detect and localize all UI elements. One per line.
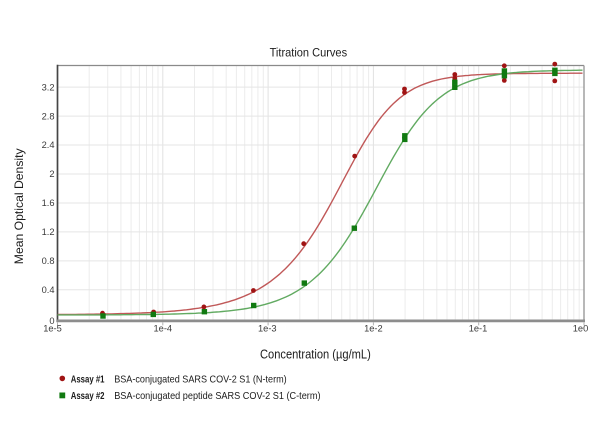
svg-text:2.4: 2.4 <box>42 140 55 150</box>
svg-text:0: 0 <box>49 316 54 326</box>
svg-text:2: 2 <box>49 169 54 179</box>
svg-text:Assay #1: Assay #1 <box>71 373 105 385</box>
svg-text:1e0: 1e0 <box>573 323 589 333</box>
svg-text:BSA-conjugated SARS COV-2 S1 (: BSA-conjugated SARS COV-2 S1 (N-term) <box>114 373 287 385</box>
svg-text:Mean Optical Density: Mean Optical Density <box>12 148 26 264</box>
svg-text:1e-3: 1e-3 <box>258 323 277 333</box>
svg-text:2.8: 2.8 <box>42 111 55 121</box>
svg-text:1.6: 1.6 <box>42 198 55 208</box>
svg-text:0.4: 0.4 <box>42 285 55 295</box>
svg-text:Assay #2: Assay #2 <box>71 390 105 402</box>
svg-text:3.2: 3.2 <box>42 82 55 92</box>
svg-text:1e-2: 1e-2 <box>364 323 383 333</box>
svg-text:1e-5: 1e-5 <box>43 323 62 333</box>
svg-text:0.8: 0.8 <box>42 256 55 266</box>
svg-text:Titration Curves: Titration Curves <box>270 46 348 60</box>
svg-text:Concentration (µg/mL): Concentration (µg/mL) <box>260 347 371 362</box>
svg-text:1e-1: 1e-1 <box>469 323 488 333</box>
svg-text:BSA-conjugated peptide SARS CO: BSA-conjugated peptide SARS COV-2 S1 (C-… <box>114 390 320 402</box>
svg-text:1e-4: 1e-4 <box>153 323 172 333</box>
svg-text:1.2: 1.2 <box>42 227 55 237</box>
